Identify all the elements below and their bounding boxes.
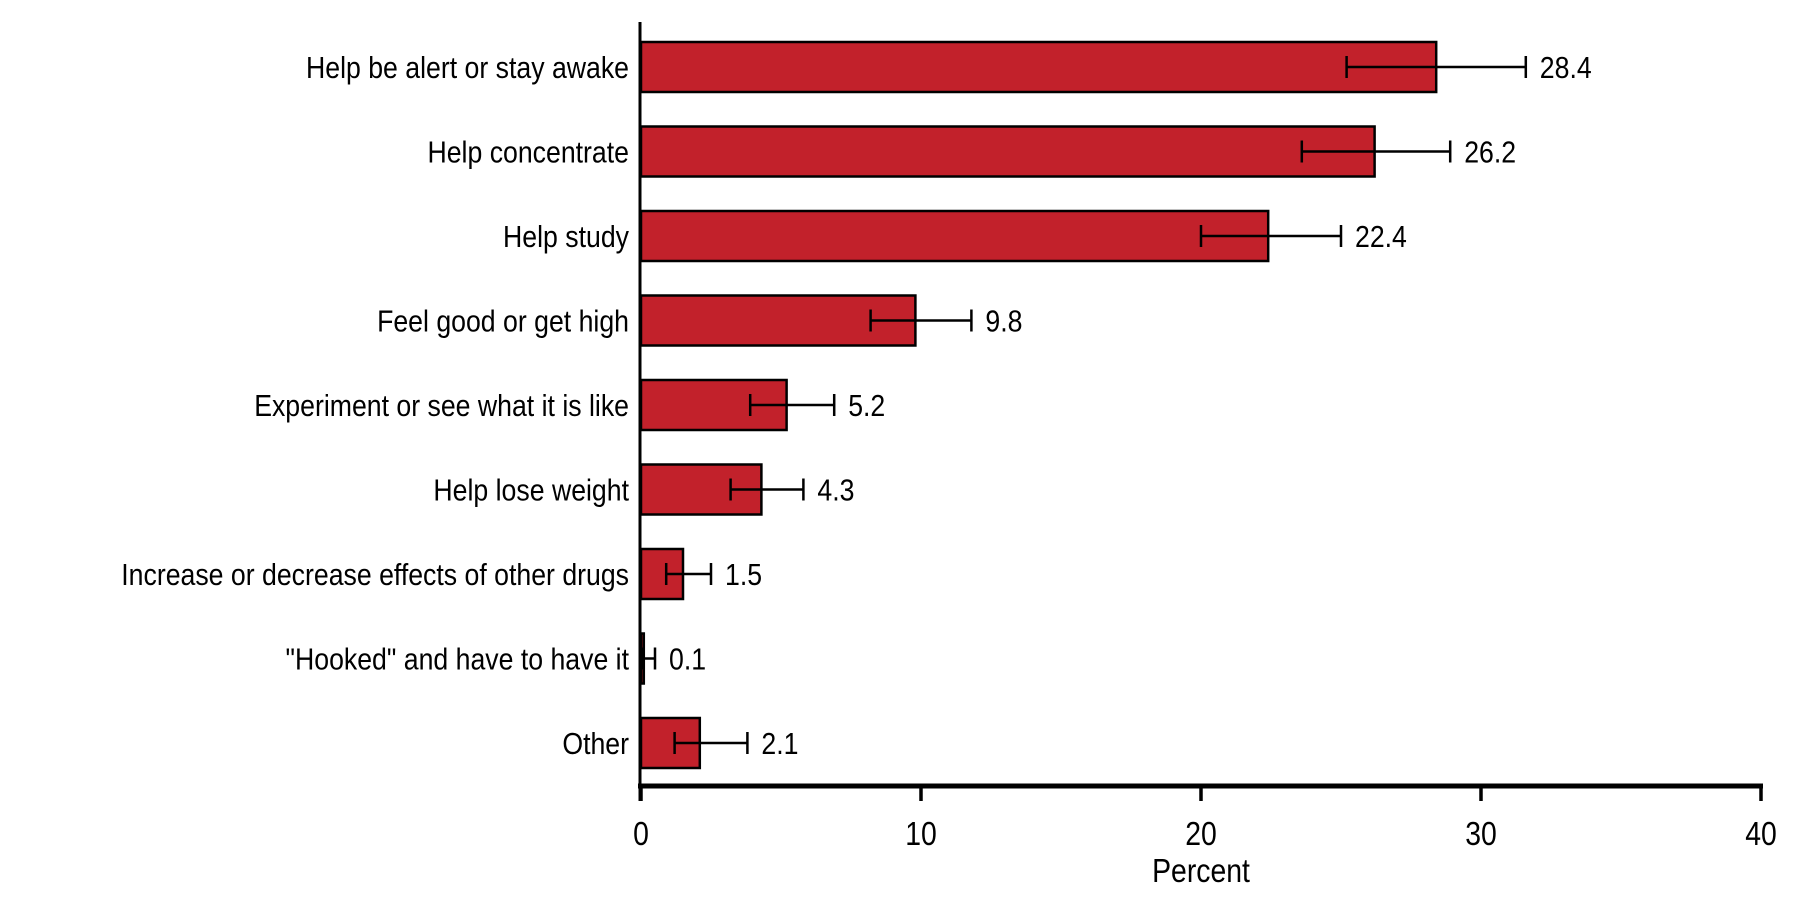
value-label: 28.4 bbox=[1540, 51, 1592, 85]
bar bbox=[639, 40, 1438, 94]
value-label: 4.3 bbox=[817, 474, 854, 508]
x-tick-label: 30 bbox=[1465, 815, 1497, 853]
value-label: 1.5 bbox=[725, 558, 762, 592]
x-axis-title: Percent bbox=[1152, 852, 1250, 890]
value-label: 26.2 bbox=[1464, 136, 1516, 170]
value-label: 5.2 bbox=[848, 389, 885, 423]
value-label: 9.8 bbox=[985, 305, 1022, 339]
value-label: 0.1 bbox=[669, 643, 706, 677]
category-label: Help concentrate bbox=[427, 136, 629, 170]
x-tick-label: 40 bbox=[1745, 815, 1777, 853]
category-label: Increase or decrease effects of other dr… bbox=[121, 558, 629, 592]
category-label: Feel good or get high bbox=[377, 305, 629, 339]
value-label: 2.1 bbox=[761, 727, 798, 761]
value-label: 22.4 bbox=[1355, 220, 1407, 254]
category-label: Other bbox=[562, 727, 629, 761]
category-label: "Hooked" and have to have it bbox=[286, 643, 629, 677]
category-label: Help be alert or stay awake bbox=[306, 51, 629, 85]
x-tick-label: 10 bbox=[905, 815, 937, 853]
category-label: Help lose weight bbox=[433, 474, 629, 508]
bar bbox=[639, 209, 1270, 263]
bar bbox=[639, 125, 1376, 178]
x-tick-label: 0 bbox=[633, 815, 649, 853]
x-tick-label: 20 bbox=[1185, 815, 1217, 853]
category-label: Help study bbox=[503, 220, 629, 254]
category-label: Experiment or see what it is like bbox=[254, 389, 629, 423]
